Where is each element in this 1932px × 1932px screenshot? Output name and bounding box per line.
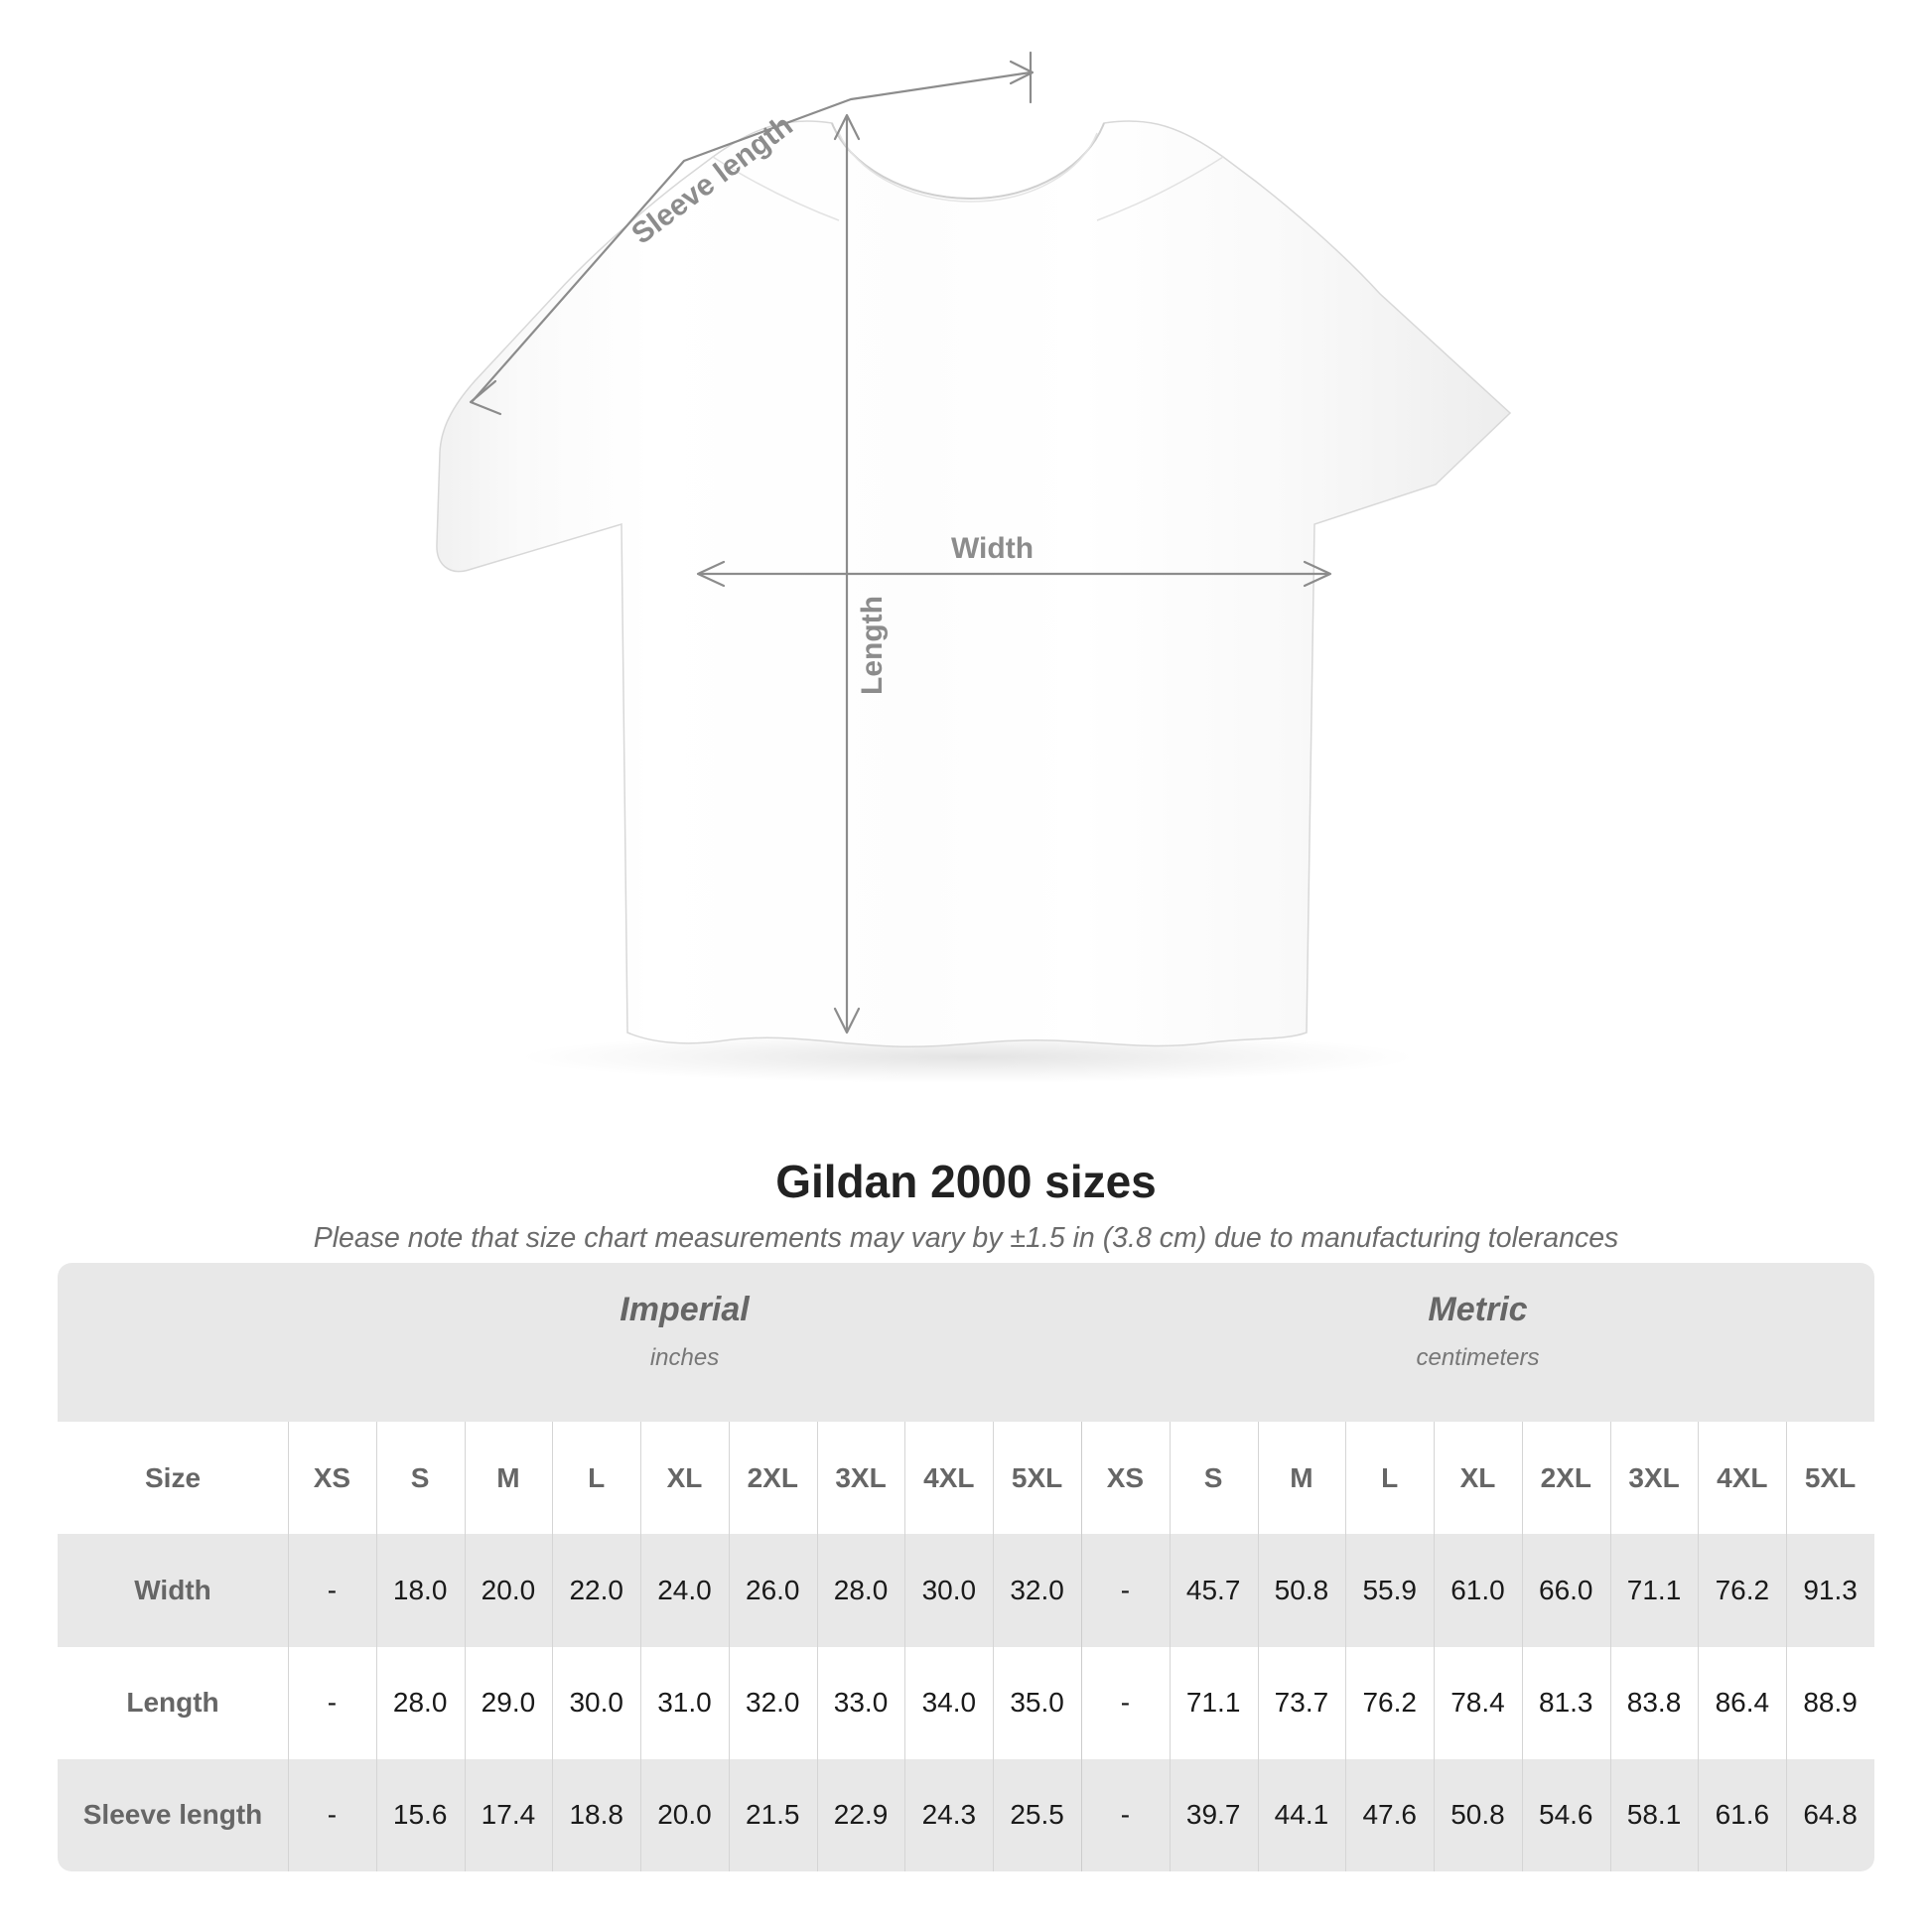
svg-text:Width: Width (951, 532, 1034, 565)
svg-text:Length: Length (856, 596, 889, 695)
